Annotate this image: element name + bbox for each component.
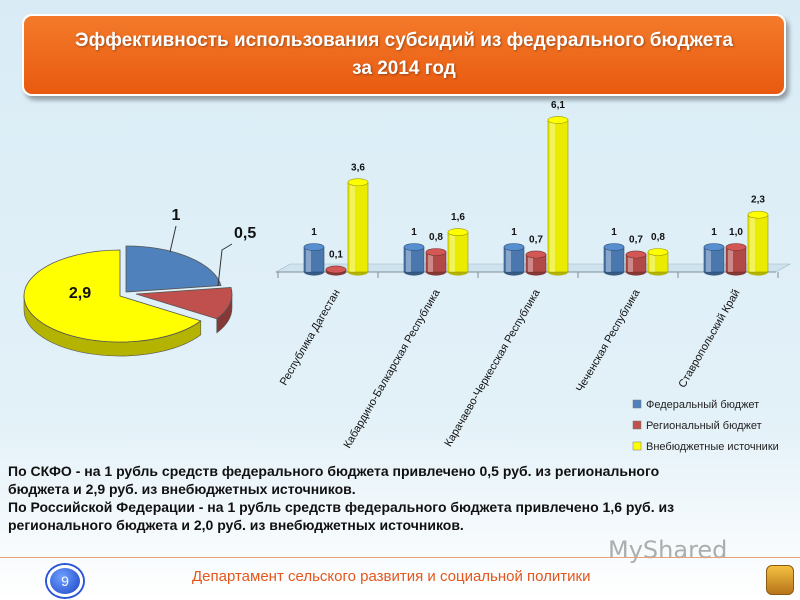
legend-label-0: Федеральный бюджет [646, 399, 759, 411]
title-line-2: за 2014 год [352, 58, 456, 79]
legend-swatch-0 [632, 399, 642, 409]
bar-label-2-0: 1 [511, 227, 517, 238]
x-tick-label-1: Кабардино-Балкарская Республика [342, 287, 443, 451]
legend-label-1: Региональный бюджет [646, 420, 762, 432]
pie-leader-regional [217, 243, 233, 287]
emblem-icon [766, 565, 794, 595]
pie-slice-0 [125, 245, 222, 293]
bar-0-1 [325, 265, 347, 276]
x-tick-label-2: Карачаево-Черкесская Республика [443, 287, 544, 449]
bar-label-4-2: 2,3 [751, 195, 765, 206]
legend-swatch-1 [632, 420, 642, 430]
bar-label-3-1: 0,7 [629, 235, 643, 246]
bar-4-0 [703, 243, 725, 276]
pie-label-regional: 0,5 [234, 225, 256, 242]
title-banner: Эффективность использования субсидий из … [22, 14, 786, 96]
title-line-1: Эффективность использования субсидий из … [75, 30, 733, 51]
summary-text: По СКФО - на 1 рубль средств федеральног… [8, 462, 788, 534]
bar-1-0 [403, 243, 425, 276]
x-tick-label-0: Республика Дагестан [278, 288, 343, 388]
bar-0-2 [347, 178, 369, 276]
pie-label-offbudget: 2,9 [69, 285, 91, 302]
bar-label-0-0: 1 [311, 227, 317, 238]
bar-label-1-1: 0,8 [429, 232, 443, 243]
bar-label-1-0: 1 [411, 227, 417, 238]
legend-swatch-2 [632, 441, 642, 451]
bar-0-0 [303, 243, 325, 276]
bar-label-3-2: 0,8 [651, 232, 665, 243]
watermark: MyShared [608, 536, 728, 564]
bar-2-1 [525, 250, 547, 276]
bar-4-2 [747, 210, 769, 276]
summary-line-1: По СКФО - на 1 рубль средств федеральног… [8, 463, 660, 479]
summary-line-2: бюджета и 2,9 руб. из внебюджетных источ… [8, 481, 356, 497]
pie-label-federal: 1 [172, 207, 181, 224]
bar-label-3-0: 1 [611, 227, 617, 238]
pie-leader-federal [169, 225, 177, 253]
bar-3-1 [625, 250, 647, 276]
bar-1-2 [447, 228, 469, 276]
bar-label-2-1: 0,7 [529, 235, 543, 246]
bar-1-1 [425, 248, 447, 276]
bar-4-1 [725, 243, 747, 276]
bar-2-0 [503, 243, 525, 276]
summary-line-3: По Российской Федерации - на 1 рубль сре… [8, 499, 675, 515]
bar-2-2 [547, 116, 569, 276]
pie-slice-2 [23, 249, 202, 343]
bar-label-1-2: 1,6 [451, 212, 465, 223]
bar-label-0-2: 3,6 [351, 162, 365, 173]
legend-label-2: Внебюджетные источники [646, 441, 779, 453]
x-tick-label-4: Ставропольский Край [676, 288, 742, 391]
bar-label-2-2: 6,1 [551, 100, 565, 111]
charts-canvas: 1 0,5 2,9 1 0,1 3,6 Республика Дагестан 1 0,8 1,6… [23, 100, 792, 453]
bar-label-4-0: 1 [711, 227, 717, 238]
department-name: Департамент сельского развития и социаль… [192, 568, 591, 585]
bar-3-2 [647, 248, 669, 276]
page-number-badge[interactable]: 9 [47, 565, 83, 597]
x-tick-label-3: Чеченская Республика [574, 287, 643, 394]
bar-label-4-1: 1,0 [729, 227, 743, 238]
summary-line-4: регионального бюджета и 2,0 руб. из внеб… [8, 517, 464, 533]
bar-label-0-1: 0,1 [329, 250, 343, 261]
footer-divider [0, 557, 800, 558]
bar-3-0 [603, 243, 625, 276]
pie-slice-1 [135, 287, 233, 320]
